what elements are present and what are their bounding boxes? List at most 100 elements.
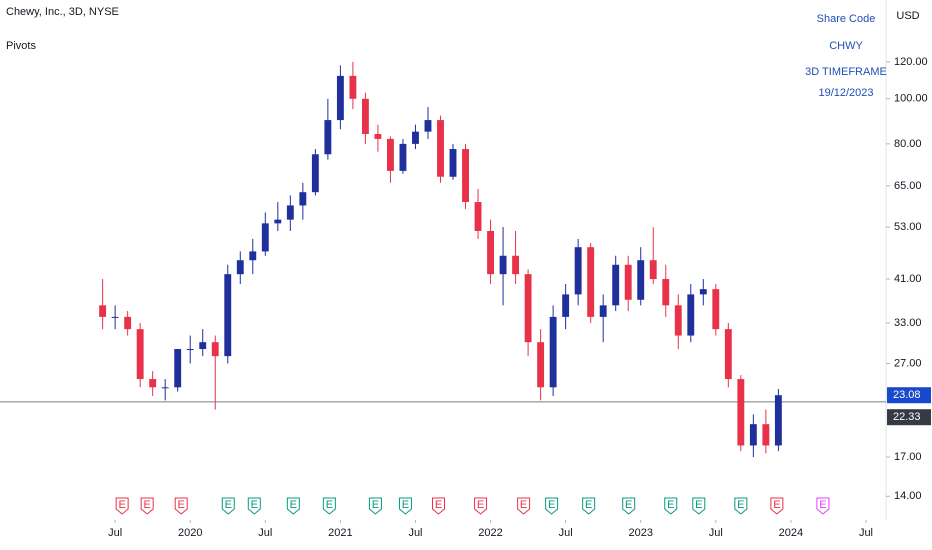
candle-body: [349, 75, 357, 99]
x-tick-label: Jul: [859, 527, 873, 539]
candle-body: [386, 138, 394, 171]
earnings-badge: [398, 497, 412, 515]
candle-body: [124, 316, 132, 330]
candle-body: [637, 260, 645, 300]
y-tick-label: 100.00: [894, 93, 928, 105]
y-tick-label: 14.00: [894, 490, 922, 502]
x-tick-label: Jul: [408, 527, 422, 539]
y-tick-label: 65.00: [894, 180, 922, 192]
currency[interactable]: USD: [896, 10, 919, 22]
candle-body: [762, 424, 770, 446]
candle-body: [149, 379, 157, 388]
candle-body: [437, 120, 444, 177]
candle-body: [286, 205, 294, 220]
candle-body: [324, 120, 332, 155]
x-tick-label: 2021: [328, 527, 352, 539]
x-tick-label: 2023: [628, 527, 652, 539]
earnings-badge: [517, 497, 531, 515]
candle-body: [712, 289, 720, 330]
info-date: 19/12/2023: [818, 87, 873, 99]
earnings-badge: [692, 497, 706, 515]
candle-body: [211, 342, 219, 357]
earnings-label: E: [625, 499, 632, 511]
earnings-badge: [140, 497, 154, 515]
candle-body: [299, 192, 307, 206]
earnings-label: E: [773, 499, 780, 511]
last-price-tag: [887, 387, 931, 404]
candle-body: [562, 294, 570, 317]
x-tick-label: Jul: [559, 527, 573, 539]
candle-body: [687, 294, 695, 336]
candle-body: [261, 223, 269, 252]
info-symbol: CHWY: [829, 40, 863, 52]
candle-body: [311, 154, 319, 193]
candle-body: [574, 247, 582, 295]
candle-body: [462, 149, 469, 203]
y-tick-label: 27.00: [894, 357, 922, 369]
earnings-badge: [174, 497, 188, 515]
chart-title: Chewy, Inc., 3D, NYSE: [6, 6, 119, 18]
earnings-label: E: [520, 499, 527, 511]
candle-body: [161, 387, 169, 389]
y-tick-label: 33.00: [894, 317, 922, 329]
info-timeframe: 3D TIMEFRAME: [805, 66, 887, 78]
candle-body: [774, 395, 782, 446]
earnings-label: E: [251, 499, 258, 511]
y-tick-label: 41.00: [894, 273, 922, 285]
candle-body: [674, 305, 682, 336]
candle-body: [111, 316, 119, 318]
x-tick-label: Jul: [258, 527, 272, 539]
candle-body: [537, 342, 545, 388]
candle-body: [199, 342, 207, 350]
earnings-badge: [368, 497, 382, 515]
earnings-badge: [582, 497, 596, 515]
candle-body: [449, 149, 457, 177]
earnings-label: E: [477, 499, 484, 511]
earnings-label: E: [290, 499, 297, 511]
candle-body: [587, 247, 595, 317]
x-tick-label: Jul: [108, 527, 122, 539]
candle-body: [662, 279, 670, 306]
earnings-label: E: [118, 499, 125, 511]
candle-body: [749, 424, 757, 446]
earnings-badge: [770, 497, 784, 515]
candle-body: [374, 134, 382, 139]
candle-body: [499, 255, 507, 275]
candle-body: [174, 349, 182, 388]
earnings-label: E: [178, 499, 185, 511]
candle-body: [549, 316, 557, 388]
candle-body: [99, 305, 107, 317]
candle-body: [336, 75, 344, 121]
candle-body: [186, 349, 194, 351]
candle-body: [487, 230, 494, 275]
y-tick-label: 17.00: [894, 451, 922, 463]
candle-body: [412, 131, 419, 144]
candle-body: [424, 120, 432, 132]
earnings-badge: [664, 497, 678, 515]
candle-body: [236, 260, 244, 275]
earnings-label: E: [667, 499, 674, 511]
earnings-badge: [545, 497, 559, 515]
pivot-label: 22.33: [893, 411, 921, 423]
earnings-badge: [322, 497, 336, 515]
x-tick-label: 2024: [779, 527, 803, 539]
earnings-badge: [247, 497, 261, 515]
earnings-badge: [431, 497, 445, 515]
candle-body: [274, 219, 282, 224]
earnings-label: E: [819, 499, 826, 511]
info-heading: Share Code: [817, 13, 876, 25]
earnings-badge: [286, 497, 300, 515]
y-tick-label: 120.00: [894, 56, 928, 68]
candle-body: [724, 329, 732, 380]
x-tick-label: Jul: [709, 527, 723, 539]
candle-body: [136, 329, 144, 380]
pivot-tag: [887, 409, 931, 426]
last-price-label: 23.08: [893, 389, 921, 401]
earnings-label: E: [402, 499, 409, 511]
earnings-badge: [115, 497, 129, 515]
candle-body: [612, 264, 620, 306]
earnings-badge: [816, 497, 830, 515]
earnings-label: E: [225, 499, 232, 511]
candle-body: [524, 274, 532, 343]
